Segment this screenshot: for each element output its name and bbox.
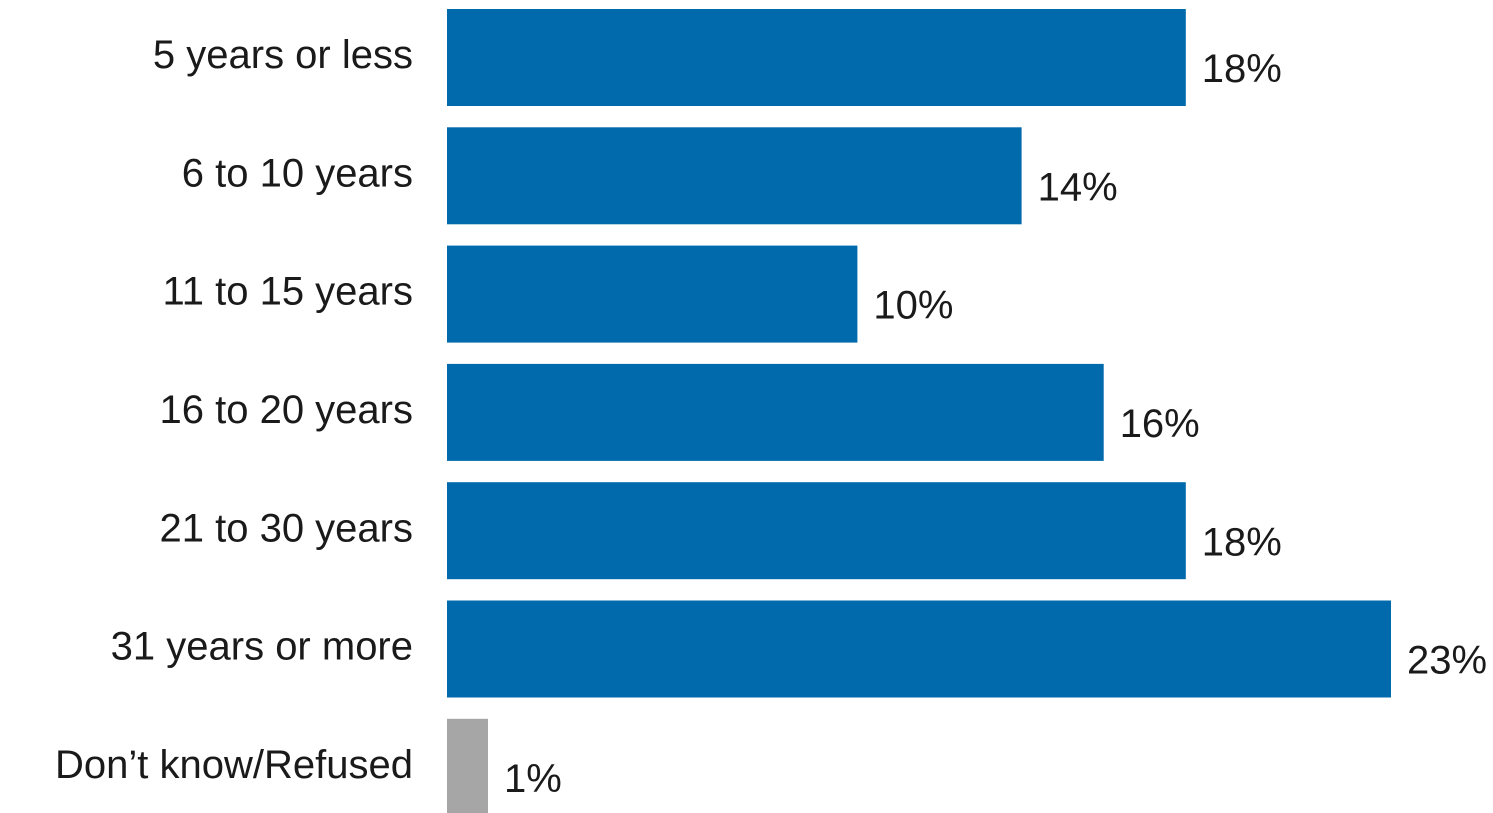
category-label-31-years-or-more: 31 years or more <box>111 625 413 669</box>
category-label-21-to-30-years: 21 to 30 years <box>160 506 414 550</box>
bar-21-to-30-years <box>447 482 1186 580</box>
bar-16-to-20-years <box>447 363 1104 461</box>
value-label-21-to-30-years: 18% <box>1202 520 1282 564</box>
bar-31-years-or-more <box>447 600 1391 698</box>
bar-11-to-15-years <box>447 245 858 343</box>
value-label-don-t-know-refused: 1% <box>504 757 562 801</box>
value-label-16-to-20-years: 16% <box>1120 402 1200 446</box>
value-label-31-years-or-more: 23% <box>1407 639 1487 683</box>
bar-6-to-10-years <box>447 127 1022 225</box>
value-label-11-to-15-years: 10% <box>873 284 953 328</box>
bar-5-years-or-less <box>447 9 1186 106</box>
value-labels: 18% 14% 10% 16% 18% 23% 1% <box>504 47 1487 801</box>
category-label-16-to-20-years: 16 to 20 years <box>160 388 414 432</box>
category-label-11-to-15-years: 11 to 15 years <box>162 270 413 314</box>
category-labels: 5 years or less 6 to 10 years 11 to 15 yea… <box>55 33 413 787</box>
category-label-6-to-10-years: 6 to 10 years <box>182 151 413 195</box>
category-label-don-t-know-refused: Don’t know/Refused <box>55 743 413 787</box>
bar-don-t-know-refused <box>447 718 488 813</box>
category-label-5-years-or-less: 5 years or less <box>153 33 413 77</box>
bars <box>447 9 1391 813</box>
value-label-6-to-10-years: 14% <box>1038 165 1118 209</box>
value-label-5-years-or-less: 18% <box>1202 47 1282 91</box>
